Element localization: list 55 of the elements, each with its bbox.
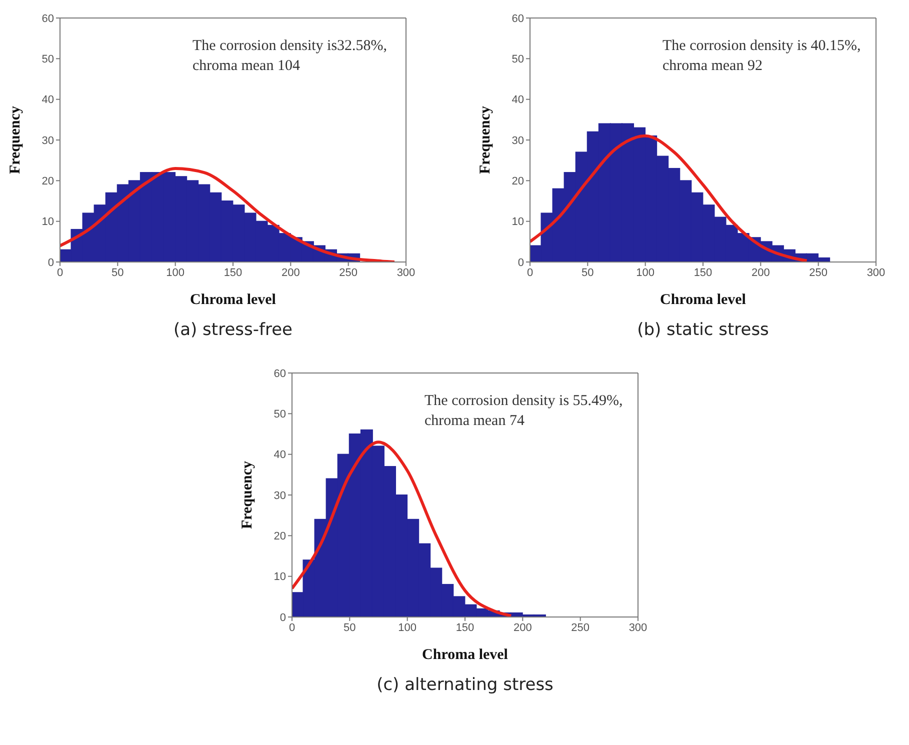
line-series [60, 166, 396, 262]
x-tick-label: 250 [571, 622, 590, 634]
x-tick-label: 0 [526, 266, 534, 279]
text: (b) static stress [636, 320, 770, 340]
x-tick-label: 50 [344, 622, 356, 634]
y-tick-label: 50 [512, 54, 524, 66]
y-tick-label: 60 [274, 368, 286, 380]
x-tick-label: 200 [281, 266, 300, 279]
text: (a) stress-free [172, 320, 294, 340]
x-tick-label: 100 [398, 622, 417, 634]
y-axis-title: Frequency [239, 460, 256, 530]
y-tick-label: 20 [42, 176, 54, 188]
y-axis-title: Frequency [477, 105, 494, 174]
x-tick-label: 300 [628, 622, 648, 634]
x-tick-label: 250 [809, 266, 828, 279]
x-axis-title: Chroma level [660, 292, 746, 308]
y-tick-label: 40 [274, 449, 286, 462]
x-tick-label: 200 [513, 622, 532, 634]
y-tick-label: 10 [274, 571, 286, 584]
y-tick-label: 0 [518, 256, 524, 269]
annotation: The corrosion density is32.58%, chroma mean 104 [192, 37, 388, 76]
y-axis-title: Frequency [7, 105, 24, 174]
y-tick-label: 60 [42, 12, 54, 25]
y-tick-label: 60 [512, 12, 524, 25]
x-axis-title: Chroma level [422, 647, 508, 663]
x-tick-label: 50 [582, 266, 594, 279]
x-tick-label: 150 [456, 622, 474, 634]
y-tick-label: 50 [274, 408, 286, 421]
x-tick-label: 200 [751, 266, 770, 279]
x-tick-label: 0 [288, 622, 296, 634]
x-tick-label: 100 [636, 266, 655, 279]
x-tick-label: 150 [224, 266, 242, 279]
x-tick-label: 300 [396, 266, 416, 279]
x-tick-label: 300 [866, 266, 886, 279]
y-tick-label: 20 [512, 176, 524, 188]
x-tick-label: 50 [112, 266, 124, 279]
annotation: The corrosion density is 55.49%, chroma mean 74 [424, 392, 623, 431]
x-axis-title: Chroma level [190, 292, 276, 308]
y-tick-label: 10 [512, 216, 524, 228]
y-tick-label: 30 [274, 490, 286, 502]
y-tick-label: 10 [42, 216, 54, 228]
y-tick-label: 30 [512, 134, 524, 147]
y-tick-label: 40 [512, 94, 524, 106]
x-tick-label: 0 [56, 266, 64, 279]
y-tick-label: 0 [48, 256, 54, 269]
text: (c) alternating stress [376, 675, 554, 695]
x-tick-label: 150 [694, 266, 712, 279]
x-tick-label: 250 [339, 266, 358, 279]
annotation: The corrosion density is 40.15%, chroma mean 92 [662, 37, 861, 76]
y-tick-label: 0 [280, 612, 286, 624]
y-tick-label: 40 [42, 94, 54, 106]
y-tick-label: 20 [274, 530, 286, 543]
y-tick-label: 30 [42, 134, 54, 147]
y-tick-label: 50 [42, 54, 54, 66]
x-tick-label: 100 [166, 266, 185, 279]
